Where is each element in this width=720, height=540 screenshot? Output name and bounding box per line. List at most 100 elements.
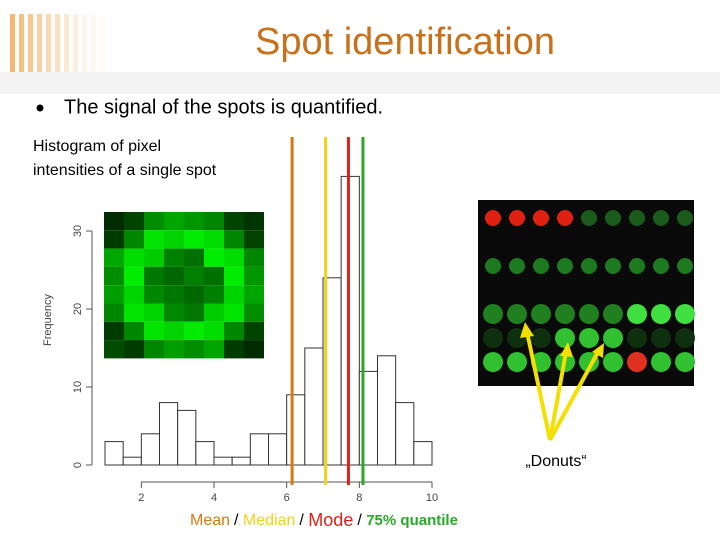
array-spot: [677, 210, 693, 226]
pixel: [164, 212, 184, 231]
pixel: [124, 266, 144, 286]
pixel: [244, 230, 264, 249]
x-tick-label: 6: [284, 492, 290, 504]
marker-label: Median: [243, 512, 295, 529]
bar: [213, 456, 233, 466]
array-spot: [629, 258, 645, 274]
bar: [377, 355, 397, 466]
pixel: [164, 321, 184, 341]
array-spot: [557, 258, 573, 274]
pixel: [184, 212, 204, 231]
pixel: [244, 321, 264, 341]
pixel: [204, 230, 224, 249]
y-tick-label: 30: [72, 225, 84, 237]
array-spot: [507, 304, 527, 324]
pixel: [164, 266, 184, 286]
pixel: [204, 248, 224, 267]
array-spot: [581, 210, 597, 226]
bar: [340, 175, 360, 466]
pixel: [144, 212, 164, 231]
pixel: [204, 266, 224, 286]
pixel: [204, 285, 224, 304]
y-axis-label: Frequency: [42, 294, 54, 346]
pixel: [144, 321, 164, 341]
pixel: [244, 285, 264, 304]
array-spot: [675, 328, 695, 348]
pixel: [244, 266, 264, 286]
array-spot: [605, 258, 621, 274]
pixel: [164, 248, 184, 267]
separator: /: [234, 512, 243, 529]
array-spot: [651, 328, 671, 348]
bar: [249, 433, 269, 466]
marker-label: 75% quantile: [366, 512, 458, 529]
pixel: [164, 230, 184, 249]
separator: /: [299, 512, 308, 529]
pixel: [104, 266, 124, 286]
array-spot: [627, 352, 647, 372]
pixel: [144, 266, 164, 286]
pixel: [204, 303, 224, 322]
bar: [286, 394, 306, 466]
bar: [104, 441, 124, 466]
pixel: [124, 248, 144, 267]
pixel: [124, 303, 144, 322]
pixel: [144, 285, 164, 304]
marker-label: Mode: [308, 510, 353, 530]
pixel: [224, 321, 244, 341]
pixel: [104, 230, 124, 249]
histogram: 2 4 6 8 10 0 10 20 30 Frequency: [42, 137, 438, 504]
array-spot: [651, 304, 671, 324]
y-tick-label: 0: [72, 462, 84, 468]
pixel: [164, 340, 184, 359]
pixel: [144, 230, 164, 249]
array-spot: [483, 304, 503, 324]
array-spot: [651, 352, 671, 372]
array-spot: [507, 352, 527, 372]
marker-label: Mean: [190, 512, 230, 529]
title: Spot identification: [255, 21, 555, 63]
pixel: [184, 303, 204, 322]
pixel: [224, 340, 244, 359]
pixel: [124, 212, 144, 231]
array-spot: [509, 210, 525, 226]
caption: Histogram of pixel: [33, 138, 161, 155]
caption: intensities of a single spot: [33, 162, 217, 179]
x-tick-label: 2: [138, 492, 144, 504]
pixel: [224, 303, 244, 322]
pixel: [184, 230, 204, 249]
array-spot: [579, 328, 599, 348]
pixel: [184, 285, 204, 304]
separator: /: [357, 512, 366, 529]
pixel: [124, 321, 144, 341]
x-tick-label: 10: [426, 492, 438, 504]
x-tick-label: 4: [211, 492, 217, 504]
pixel: [124, 285, 144, 304]
array-spot: [653, 210, 669, 226]
array-spot: [483, 328, 503, 348]
pixel: [144, 303, 164, 322]
array-spot: [605, 210, 621, 226]
pixel: [104, 248, 124, 267]
pixel: [164, 303, 184, 322]
array-spot: [675, 304, 695, 324]
pixel: [104, 285, 124, 304]
array-spot: [653, 258, 669, 274]
array-spot: [627, 304, 647, 324]
bar: [231, 456, 251, 466]
logo: [10, 14, 114, 84]
array-spot: [677, 258, 693, 274]
array-spot: [531, 328, 551, 348]
array-spot: [509, 258, 525, 274]
pixel: [224, 212, 244, 231]
x-tick-label: 8: [356, 492, 362, 504]
bar: [413, 441, 433, 466]
bar: [177, 409, 197, 466]
marker-legend: Mean / Median / Mode/ 75% quantile: [190, 510, 458, 530]
pixel: [164, 285, 184, 304]
pixel: [244, 248, 264, 267]
pixel: [244, 212, 264, 231]
spot-image: [104, 212, 264, 359]
bar: [122, 456, 142, 466]
